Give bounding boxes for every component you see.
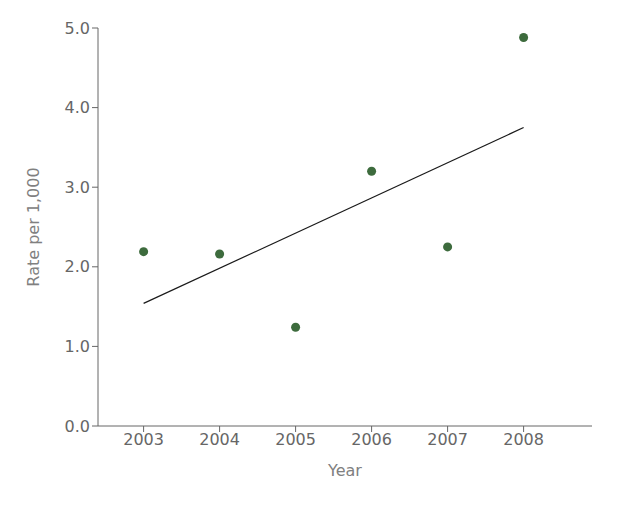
svg-text:Year: Year [327,461,362,480]
svg-text:5.0: 5.0 [65,19,90,38]
svg-text:2.0: 2.0 [65,257,90,276]
svg-text:0.0: 0.0 [65,417,90,436]
svg-text:2004: 2004 [199,430,240,449]
svg-text:4.0: 4.0 [65,98,90,117]
svg-text:1.0: 1.0 [65,337,90,356]
svg-text:2006: 2006 [351,430,392,449]
svg-text:2007: 2007 [427,430,468,449]
svg-text:3.0: 3.0 [65,178,90,197]
svg-text:2003: 2003 [123,430,164,449]
svg-text:Rate per 1,000: Rate per 1,000 [24,167,43,286]
svg-text:2008: 2008 [503,430,544,449]
svg-text:2005: 2005 [275,430,316,449]
